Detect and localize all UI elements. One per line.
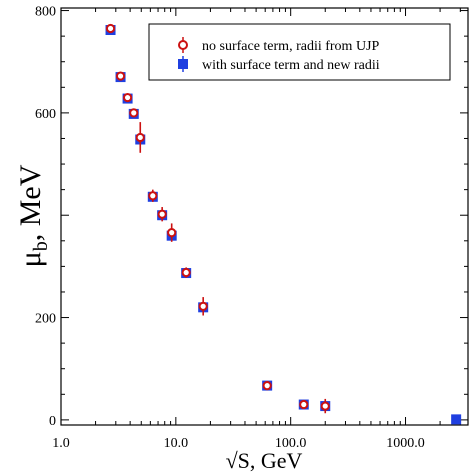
data-point-circle — [320, 401, 330, 411]
data-point-circle — [148, 191, 158, 201]
data-point-circle — [129, 108, 139, 118]
y-tick-label: 0 — [49, 414, 56, 429]
legend: no surface term, radii from UJP with sur… — [148, 23, 451, 81]
data-point-circle — [115, 71, 126, 81]
y-axis-title-main: μ — [14, 251, 47, 267]
data-layer — [105, 23, 462, 425]
data-point-circle — [122, 92, 133, 103]
y-tick-label: 800 — [35, 5, 56, 20]
plot-frame — [60, 7, 469, 426]
legend-box — [148, 23, 451, 81]
x-tick-label: 100.0 — [275, 436, 307, 451]
legend-marker-series-1 — [178, 37, 188, 53]
x-tick-label: 1.0 — [52, 436, 70, 451]
x-axis-title: √S, GeV — [226, 448, 303, 473]
x-tick-label: 10.0 — [164, 436, 189, 451]
data-point-circle — [262, 381, 272, 391]
y-axis-title-tail: , MeV — [14, 164, 47, 241]
data-point-circle — [299, 399, 309, 410]
data-point-circle — [198, 301, 208, 311]
legend-label-series-1: no surface term, radii from UJP — [202, 39, 379, 54]
y-tick-label: 600 — [35, 107, 56, 122]
legend-marker-series-2 — [178, 56, 188, 72]
y-axis-title: μb, MeV — [14, 164, 52, 267]
x-tick-label: 1000.0 — [386, 436, 425, 451]
data-point-square — [451, 414, 462, 425]
data-point-circle — [157, 209, 167, 219]
y-tick-label: 200 — [35, 312, 56, 327]
legend-label-series-2: with surface term and new radii — [202, 58, 380, 73]
data-point-circle — [181, 267, 191, 278]
data-point-circle — [167, 228, 177, 238]
data-point-circle — [135, 132, 145, 143]
y-axis-title-sub: b — [30, 241, 52, 251]
axis-ticks: 1.0 10.0 100.0 1000.0 0 200 600 800 — [35, 5, 468, 451]
data-point-circle — [105, 23, 116, 34]
